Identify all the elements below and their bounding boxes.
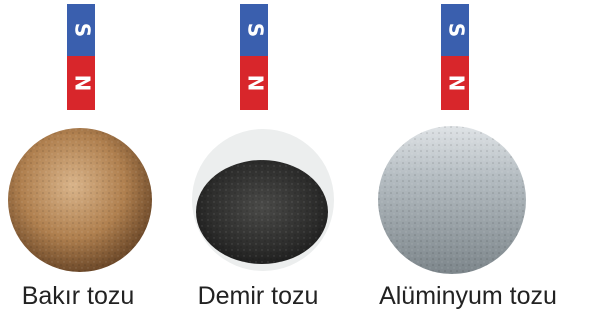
texture: [8, 128, 152, 272]
pole-label: N: [71, 75, 95, 92]
item: S N Alüminyum tozu: [378, 4, 557, 310]
label: Demir tozu: [198, 282, 319, 310]
item: S N Bakır tozu: [8, 4, 152, 310]
label: Alüminyum tozu: [379, 282, 557, 310]
item: S N Demir tozu: [192, 4, 334, 310]
illustration: S N Bakır tozu S N Demir tozu S N Alümin…: [0, 0, 589, 313]
pole-label: N: [244, 75, 268, 92]
pole-label: N: [445, 75, 469, 92]
pole-label: S: [244, 23, 268, 37]
texture: [196, 160, 328, 264]
label: Bakır tozu: [22, 282, 135, 310]
pole-label: S: [71, 23, 95, 37]
texture: [378, 126, 526, 274]
pole-label: S: [445, 23, 469, 37]
